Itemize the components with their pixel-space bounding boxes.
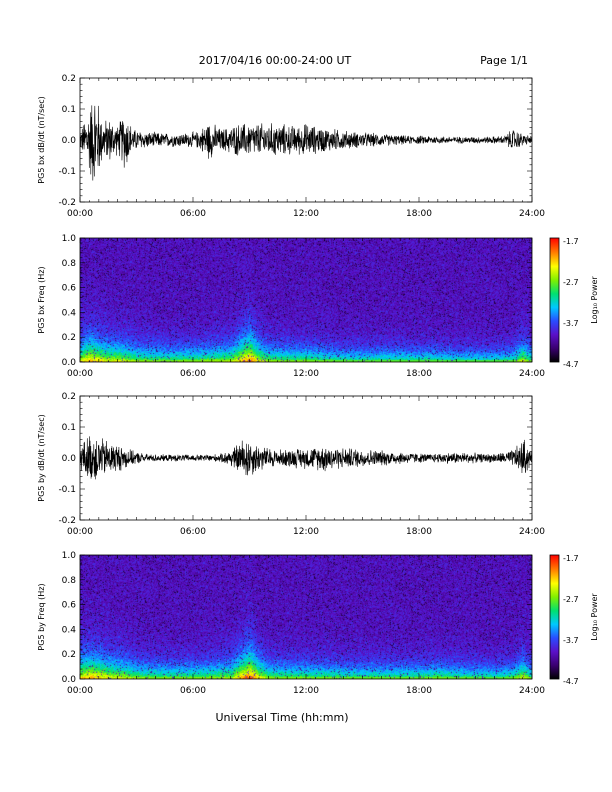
x-tick-label: 24:00	[519, 369, 545, 379]
x-tick-label: 18:00	[406, 686, 432, 696]
panel-2: 00:00 06:00 12:00 18:00 24:00 1.0 0.8 0.6 0.4 0.2…	[37, 234, 545, 379]
y-tick-label: 0.2	[62, 650, 76, 660]
x-tick-label: 12:00	[293, 527, 319, 537]
colorbar-top-tick-3: -3.7	[563, 319, 579, 328]
x-axis-label: Universal Time (hh:mm)	[216, 711, 349, 724]
y-tick-label: 0.4	[62, 625, 77, 635]
y-tick-label: 0.1	[62, 423, 76, 433]
spectrogram-image-4	[80, 555, 532, 679]
x-tick-label: 00:00	[67, 686, 93, 696]
panel-3: 00:00 06:00 12:00 18:00 24:00 0.2 0.1 0.0 -0.1 -0…	[37, 392, 545, 537]
y-axis-label: PG5 by dB/dt (nT/sec)	[37, 414, 46, 501]
y-tick-label: 1.0	[62, 234, 77, 244]
x-tick-label: 18:00	[406, 209, 432, 219]
colorbar-top-ticks: -1.7 -2.7 -3.7 -4.7	[563, 237, 579, 369]
x-tick-label: 06:00	[180, 369, 206, 379]
y-tick-label: 0.1	[62, 105, 76, 115]
x-tick-label: 18:00	[406, 369, 432, 379]
colorbar-bottom-tick-max: -1.7	[563, 554, 579, 563]
colorbar-bottom-label: Log₁₀ Power	[590, 593, 599, 641]
y-tick-label: 0.4	[62, 308, 77, 318]
x-tick-label: 00:00	[67, 527, 93, 537]
panel-4: 00:00 06:00 12:00 18:00 24:00 1.0 0.8 0.6 0.4 0.2…	[37, 551, 545, 696]
y-tick-label: 0.2	[62, 74, 76, 84]
colorbar-bottom: -1.7 -2.7 -3.7 -4.7 Log₁₀ Power	[549, 554, 599, 686]
y-tick-label: -0.2	[58, 198, 76, 208]
colorbar-top-scale	[549, 237, 560, 363]
x-tick-label: 06:00	[180, 209, 206, 219]
x-tick-label: 00:00	[67, 209, 93, 219]
colorbar-bottom-tick-2: -2.7	[563, 595, 579, 604]
y-tick-label: 0.2	[62, 392, 76, 402]
colorbar-top-label: Log₁₀ Power	[590, 276, 599, 324]
y-axis-label: PG5 bx dB/dt (nT/sec)	[37, 96, 46, 183]
x-tick-label: 06:00	[180, 686, 206, 696]
x-tick-label: 24:00	[519, 527, 545, 537]
y-tick-label: 0.0	[62, 675, 77, 685]
y-tick-label: -0.1	[58, 167, 76, 177]
y-tick-label: -0.2	[58, 516, 76, 526]
spectrogram-image-2	[80, 238, 532, 362]
colorbar-top-tick-min: -4.7	[563, 360, 579, 369]
x-tick-label: 12:00	[293, 369, 319, 379]
colorbar-bottom-ticks: -1.7 -2.7 -3.7 -4.7	[563, 554, 579, 686]
y-tick-label: 0.0	[62, 454, 77, 464]
y-tick-label: -0.1	[58, 485, 76, 495]
y-tick-label: 1.0	[62, 551, 77, 561]
page-indicator: Page 1/1	[480, 54, 528, 67]
waveform-trace-3	[80, 436, 532, 480]
x-tick-label: 12:00	[293, 209, 319, 219]
figure-title: 2017/04/16 00:00-24:00 UT	[199, 54, 352, 67]
colorbar-top-tick-2: -2.7	[563, 278, 579, 287]
waveform-trace-1	[80, 105, 532, 181]
colorbar-bottom-tick-min: -4.7	[563, 677, 579, 686]
colorbar-bottom-scale	[549, 554, 560, 680]
colorbar-top-tick-max: -1.7	[563, 237, 579, 246]
y-tick-label: 0.0	[62, 136, 77, 146]
panel-1: 00:00 06:00 12:00 18:00 24:00 0.2 0.1 0.0 -0.1 -0…	[37, 74, 545, 219]
x-tick-label: 06:00	[180, 527, 206, 537]
y-tick-label: 0.2	[62, 333, 76, 343]
y-tick-label: 0.6	[62, 284, 77, 294]
x-tick-label: 12:00	[293, 686, 319, 696]
x-tick-label: 00:00	[67, 369, 93, 379]
y-tick-label: 0.8	[62, 576, 77, 586]
x-tick-label: 24:00	[519, 686, 545, 696]
y-tick-label: 0.8	[62, 259, 77, 269]
x-tick-label: 18:00	[406, 527, 432, 537]
colorbar-top: -1.7 -2.7 -3.7 -4.7 Log₁₀ Power	[549, 237, 599, 369]
y-axis-label: PG5 bx Freq (Hz)	[37, 266, 46, 333]
panels: 00:00 06:00 12:00 18:00 24:00 0.2 0.1 0.0 -0.1 -0…	[37, 74, 545, 696]
y-tick-label: 0.6	[62, 601, 77, 611]
colorbar-bottom-tick-3: -3.7	[563, 636, 579, 645]
x-tick-label: 24:00	[519, 209, 545, 219]
y-tick-label: 0.0	[62, 358, 77, 368]
y-axis-label: PG5 by Freq (Hz)	[37, 583, 46, 650]
